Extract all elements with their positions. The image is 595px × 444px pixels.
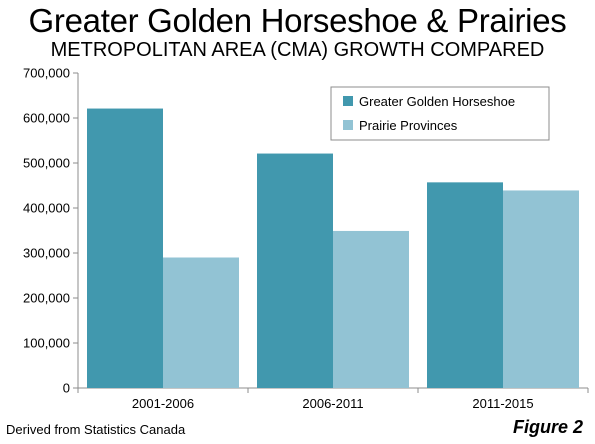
chart-axes: 0 100,000 200,000 300,000 400,000 500,000 600,…: [23, 66, 589, 411]
figure-label: Figure 2: [512, 417, 583, 437]
y-tick-label: 200,000: [23, 291, 70, 306]
legend-label: Prairie Provinces: [359, 118, 458, 133]
bar-prairie-provinces-2006-2011: [333, 230, 409, 388]
x-tick-label: 2001-2006: [132, 396, 194, 411]
y-tick-label: 0: [63, 381, 70, 396]
bar-prairie-provinces-2011-2015: [503, 190, 579, 388]
chart-legend: Greater Golden Horseshoe Prairie Province…: [330, 86, 550, 141]
legend-swatch: [343, 96, 353, 106]
y-tick-label: 700,000: [23, 66, 70, 81]
y-tick-label: 300,000: [23, 246, 70, 261]
y-tick-label: 600,000: [23, 111, 70, 126]
legend-label: Greater Golden Horseshoe: [359, 94, 515, 109]
bar-greater-golden-horseshoe-2001-2006: [87, 108, 163, 389]
bar-prairie-provinces-2001-2006: [163, 257, 239, 388]
bar-greater-golden-horseshoe-2011-2015: [427, 182, 503, 388]
chart-subtitle: METROPOLITAN AREA (CMA) GROWTH COMPARED: [50, 39, 545, 61]
legend-box: [330, 86, 550, 141]
source-note: Derived from Statistics Canada: [6, 422, 186, 437]
x-tick-label: 2006-2011: [302, 396, 363, 411]
y-tick-label: 500,000: [23, 156, 70, 171]
chart-bars: [87, 108, 579, 389]
y-tick-label: 400,000: [23, 201, 70, 216]
x-tick-label: 2011-2015: [472, 396, 533, 411]
chart-title: Greater Golden Horseshoe & Prairies: [28, 2, 567, 39]
legend-swatch: [343, 120, 353, 130]
y-tick-label: 100,000: [23, 336, 70, 351]
bar-greater-golden-horseshoe-2006-2011: [257, 153, 333, 388]
